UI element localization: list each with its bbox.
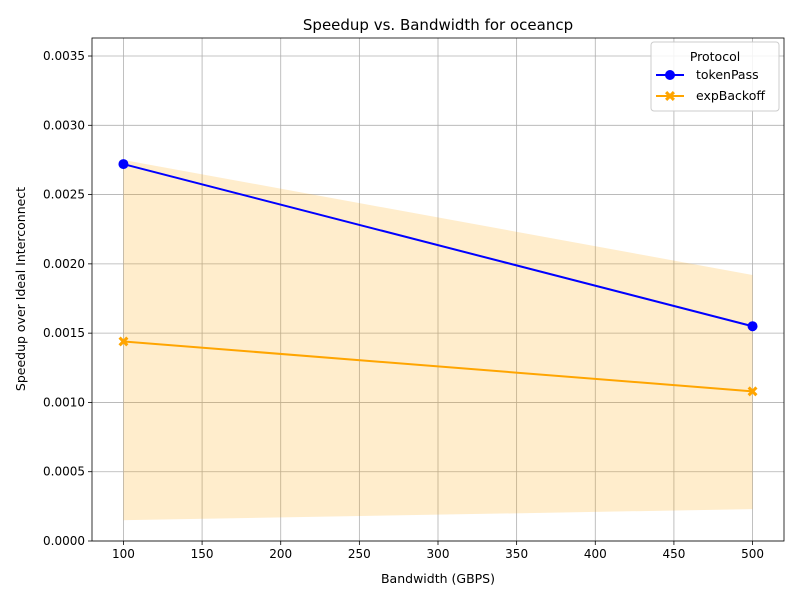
- x-tick-label: 350: [505, 547, 528, 561]
- legend-marker: [665, 91, 675, 101]
- legend-label: expBackoff: [696, 88, 765, 103]
- grid: [92, 38, 784, 542]
- data-point-expBackoff: [747, 386, 758, 397]
- y-tick-label: 0.0020: [43, 257, 85, 271]
- x-tick-label: 100: [112, 547, 135, 561]
- legend-marker: [665, 70, 675, 80]
- legend-item-tokenPass: tokenPass: [656, 67, 759, 82]
- y-tick-label: 0.0010: [43, 395, 85, 409]
- series-line-tokenPass: [123, 163, 753, 328]
- confidence-bands: [123, 159, 753, 521]
- series: [118, 159, 758, 397]
- y-tick-label: 0.0030: [43, 118, 85, 132]
- y-tick-label: 0.0015: [43, 326, 85, 340]
- x-tick-label: 450: [662, 547, 685, 561]
- x-tick-label: 200: [269, 547, 292, 561]
- y-tick-label: 0.0035: [43, 49, 85, 63]
- data-point-expBackoff: [118, 336, 129, 347]
- series-tokenPass: [118, 159, 758, 332]
- legend-frame: [650, 41, 780, 112]
- y-axis-label: Speedup over Ideal Interconnect: [13, 187, 28, 391]
- y-tick-label: 0.0000: [43, 534, 85, 548]
- legend-label: tokenPass: [696, 67, 759, 82]
- x-axis-ticks: 100 150 200 250 300 350 400 450 500: [112, 541, 764, 561]
- data-point-tokenPass: [118, 159, 129, 170]
- series-expBackoff: [118, 336, 758, 397]
- y-tick-label: 0.0025: [43, 188, 85, 202]
- x-tick-label: 300: [427, 547, 450, 561]
- y-tick-label: 0.0005: [43, 465, 85, 479]
- x-tick-label: 250: [348, 547, 371, 561]
- data-point-tokenPass: [747, 321, 758, 332]
- legend-item-expBackoff: expBackoff: [656, 88, 765, 103]
- confidence-band-expBackoff: [123, 159, 753, 521]
- legend: Protocol tokenPass expBackoff: [650, 41, 780, 112]
- x-tick-label: 150: [191, 547, 214, 561]
- y-axis-ticks: 0.0000 0.0005 0.0010 0.0015 0.0020 0.0025 0.00…: [43, 49, 92, 548]
- series-line-expBackoff: [123, 340, 753, 393]
- x-tick-label: 500: [741, 547, 764, 561]
- chart-title: Speedup vs. Bandwidth for oceancp: [303, 16, 573, 34]
- x-axis-label: Bandwidth (GBPS): [381, 571, 495, 586]
- x-tick-label: 400: [584, 547, 607, 561]
- legend-title: Protocol: [690, 49, 740, 64]
